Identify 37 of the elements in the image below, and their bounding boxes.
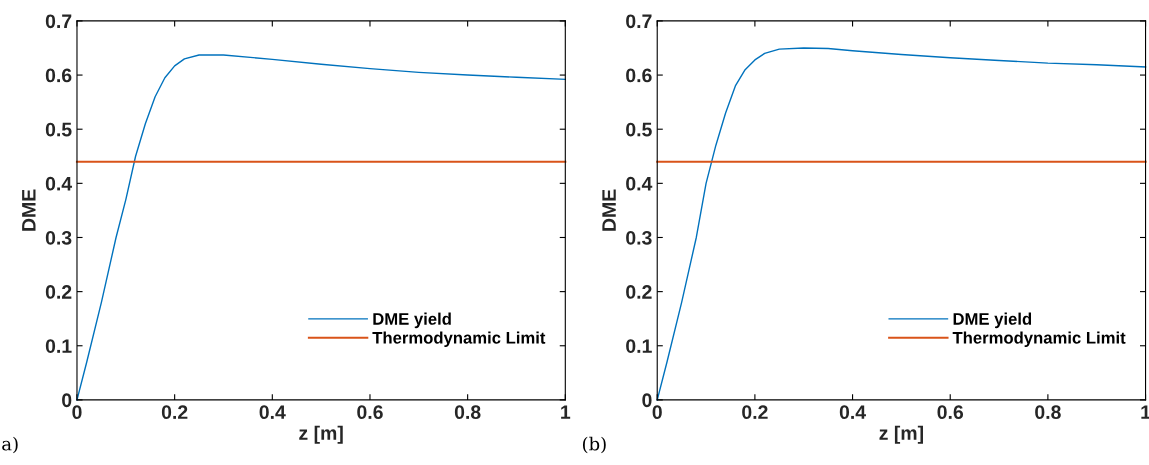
y-tick-label: 0.6	[45, 68, 72, 83]
y-tick-label: 0.7	[45, 14, 72, 29]
x-tick-label: 0.6	[937, 405, 964, 420]
y-tick-label: 0.4	[45, 176, 73, 191]
y-tick-label: 0.5	[45, 122, 72, 137]
y-tick-label: 0.3	[45, 230, 72, 245]
y-tick-label: 0.1	[626, 339, 652, 353]
y-tick-label: 0.3	[626, 230, 652, 245]
legend-label: Thermodynamic Limit	[952, 331, 1126, 347]
x-tick-label: 1	[561, 405, 571, 419]
y-tick-label: 0.2	[45, 285, 72, 299]
y-tick-label: 0	[62, 393, 72, 408]
x-tick-label: 0.8	[454, 405, 481, 420]
x-tick-label: 0	[652, 405, 662, 420]
y-tick-label: 0.4	[626, 176, 653, 191]
y-axis-title: DME	[602, 189, 616, 231]
text: a)	[2, 436, 18, 454]
y-tick-label: 0.5	[626, 122, 652, 137]
text: (b)	[582, 436, 606, 454]
y-tick-label: 0.7	[626, 14, 652, 29]
x-tick-label: 0.4	[259, 405, 286, 420]
x-axis-title: z [m]	[299, 425, 343, 444]
x-tick-label: 0.4	[839, 405, 866, 420]
x-tick-label: 0.2	[161, 405, 188, 420]
y-tick-label: 0.6	[626, 68, 652, 83]
x-axis-title: z [m]	[879, 425, 923, 444]
legend-label: Thermodynamic Limit	[372, 331, 546, 347]
y-tick-label: 0	[642, 393, 652, 408]
x-tick-label: 0	[72, 405, 82, 420]
y-tick-label: 0.2	[626, 285, 652, 299]
y-tick-label: 0.1	[45, 339, 72, 353]
x-tick-label: 0.6	[357, 405, 383, 420]
x-tick-label: 0.2	[742, 405, 768, 420]
x-tick-label: 0.8	[1035, 405, 1061, 420]
y-axis-title: DME	[22, 189, 36, 231]
legend-label: DME yield	[373, 312, 451, 329]
legend-label: DME yield	[953, 312, 1032, 329]
